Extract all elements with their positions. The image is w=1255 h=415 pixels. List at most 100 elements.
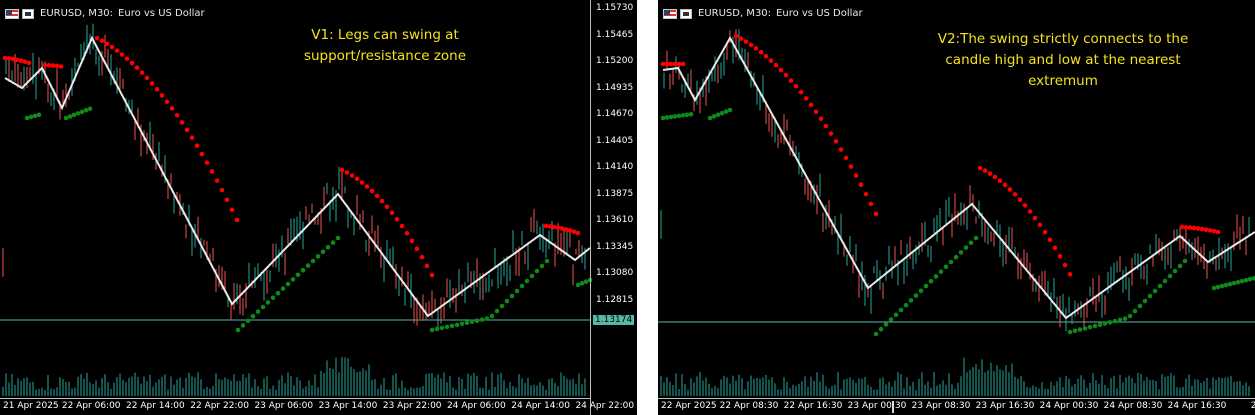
annotation-v2: V2:The swing strictly connects to the ca…: [913, 29, 1213, 92]
support-dot: [1077, 327, 1083, 332]
support-dot: [87, 106, 93, 112]
time-tick-label: 23 Apr 16:30: [975, 401, 1035, 411]
price-tick-label: 1.15730: [596, 3, 634, 13]
resistance-dot: [1052, 245, 1058, 251]
symbol-description: Euro vs US Dollar: [118, 8, 205, 19]
resistance-dot: [798, 89, 804, 95]
chart-canvas-v2[interactable]: [658, 0, 1255, 415]
support-dot: [514, 288, 520, 294]
chart-window-v1[interactable]: EURUSD, M30: Euro vs US Dollar V1: Legs …: [0, 0, 637, 415]
support-dot: [469, 319, 475, 325]
resistance-dot: [10, 56, 16, 62]
support-dot: [519, 283, 525, 289]
resistance-dot: [174, 112, 180, 118]
support-dot: [454, 322, 460, 328]
support-dot: [1235, 279, 1241, 285]
chart-title-bar: EURUSD, M30: Euro vs US Dollar: [663, 6, 863, 21]
one-click-trading-icon[interactable]: [680, 8, 692, 19]
resistance-dot: [119, 52, 125, 57]
resistance-dot: [563, 227, 569, 232]
resistance-dot: [1207, 228, 1213, 233]
support-dot: [265, 300, 271, 305]
resistance-dot: [763, 53, 769, 59]
resistance-dot: [2, 55, 8, 61]
support-dot: [1172, 268, 1178, 274]
price-tick-label: 1.15200: [596, 56, 634, 66]
support-dot: [434, 326, 440, 332]
support-dot: [723, 109, 729, 114]
support-dot: [63, 115, 69, 121]
price-tick-label: 1.15465: [596, 29, 634, 40]
resistance-dot: [680, 61, 686, 67]
resistance-dot: [997, 178, 1003, 184]
time-tick-label: 24 Apr 14:00: [511, 401, 570, 411]
support-dot: [1227, 281, 1233, 287]
resistance-dot: [139, 70, 145, 75]
support-dot: [953, 254, 959, 260]
chart-title-bar: EURUSD, M30: Euro vs US Dollar: [5, 6, 205, 21]
resistance-dot: [808, 102, 814, 108]
support-dot: [1162, 278, 1168, 284]
resistance-dot: [114, 48, 120, 53]
support-dot: [973, 235, 979, 241]
support-dot: [1137, 303, 1143, 309]
support-dot: [878, 326, 884, 332]
annotation-line: V1: Legs can swing at: [311, 27, 459, 43]
chart-window-v2[interactable]: EURUSD, M30: Euro vs US Dollar V2:The sw…: [658, 0, 1255, 415]
resistance-dot: [354, 176, 360, 182]
price-tick-label: 1.12815: [596, 294, 634, 305]
support-dot: [958, 250, 964, 255]
support-dot: [676, 113, 682, 119]
support-dot: [429, 327, 435, 333]
time-tick-label: 22 Apr 08:30: [719, 401, 779, 411]
annotation-line: extremum: [1028, 73, 1098, 89]
resistance-dot: [229, 207, 235, 213]
support-dot: [529, 273, 535, 279]
time-tick-label: 23 Apr 06:00: [254, 401, 314, 411]
support-dot: [539, 263, 545, 269]
support-dot: [24, 115, 30, 121]
time-axis[interactable]: 21 Apr 2025 22 Apr 06:00 22 Apr 14:00 22 Ap…: [0, 398, 634, 415]
one-click-trading-icon[interactable]: [22, 8, 34, 19]
support-dot: [873, 331, 879, 337]
resistance-dot: [818, 116, 824, 122]
resistance-dot: [54, 63, 60, 69]
support-dot: [1182, 258, 1188, 264]
support-dot: [509, 293, 515, 299]
resistance-dot: [1017, 197, 1023, 203]
support-dot: [1072, 328, 1078, 334]
chart-canvas-v1[interactable]: [0, 0, 637, 415]
resistance-dot: [853, 173, 859, 178]
resistance-dot: [359, 180, 365, 185]
resistance-dot: [389, 210, 395, 216]
support-dot: [28, 114, 34, 120]
resistance-dot: [1211, 228, 1217, 234]
resistance-dot: [159, 93, 165, 98]
time-axis[interactable]: 22 Apr 2025 22 Apr 08:30 22 Apr 16:30 23 Ap…: [658, 398, 1255, 415]
support-dot: [1097, 322, 1103, 328]
support-dot: [489, 313, 495, 319]
support-dot: [1231, 280, 1237, 286]
resistance-dot: [977, 165, 983, 171]
resistance-dot: [773, 62, 779, 68]
support-dot: [1177, 263, 1183, 269]
support-dot: [1087, 324, 1093, 330]
time-tick-label: 24 Apr 08:30: [1103, 401, 1163, 411]
resistance-dot: [788, 78, 794, 83]
resistance-dot: [668, 61, 674, 67]
resistance-dot: [394, 216, 400, 222]
resistance-dot: [384, 204, 390, 210]
resistance-dot: [758, 49, 764, 55]
support-dot: [36, 112, 42, 118]
support-dot: [575, 282, 581, 288]
resistance-dot: [783, 72, 789, 78]
support-dot: [1142, 298, 1148, 304]
resistance-dot: [109, 44, 115, 50]
support-dot: [300, 267, 306, 273]
support-dot: [963, 245, 969, 250]
resistance-dot: [1057, 253, 1063, 259]
annotation-line: candle high and low at the nearest: [945, 52, 1181, 68]
price-axis[interactable]: 1.15730 1.15465 1.15200 1.14935 1.14670 1.144…: [590, 0, 636, 415]
resistance-dot: [1002, 182, 1008, 188]
resistance-dot: [575, 230, 581, 236]
